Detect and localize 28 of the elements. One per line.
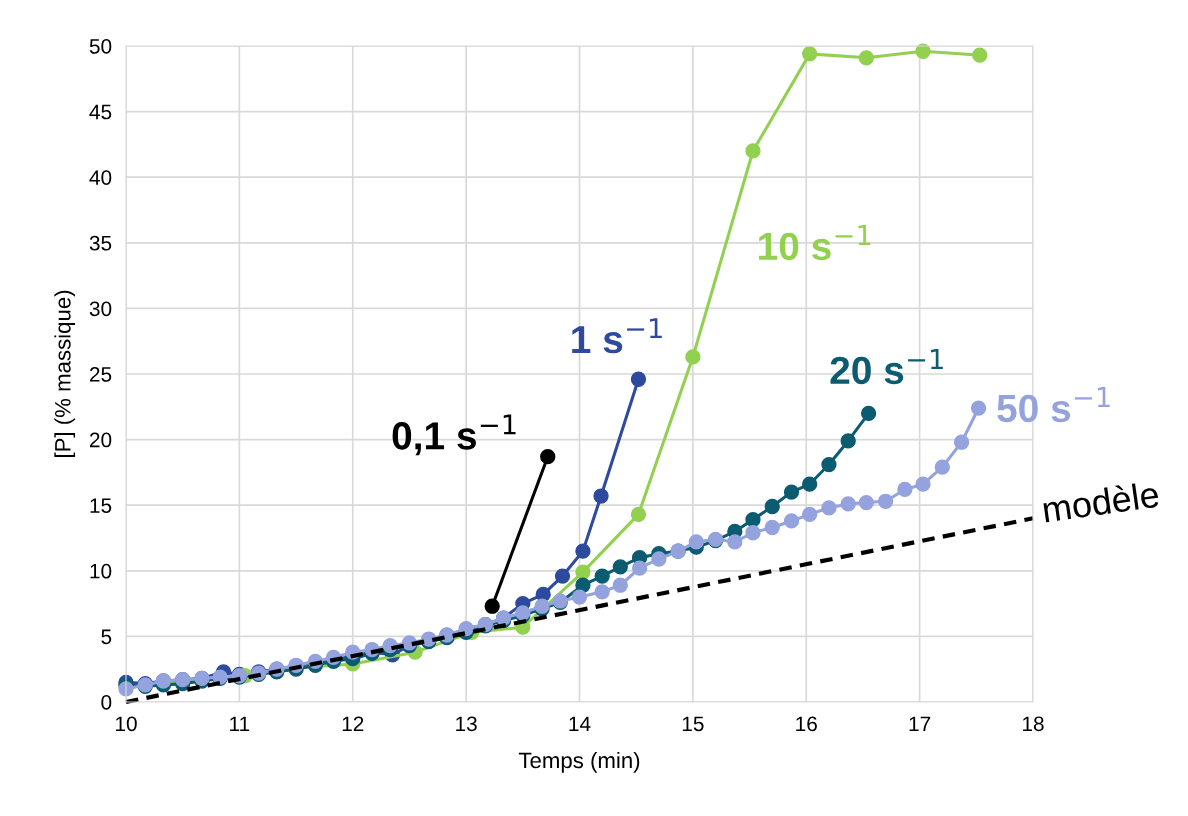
series-label: 20 s$^{−1}$ xyxy=(830,349,943,385)
y-tick-label: 40 xyxy=(89,170,112,185)
x-tick-label: 12 xyxy=(342,716,364,731)
text: modèle xyxy=(1042,480,1160,523)
y-tick-label: 45 xyxy=(89,104,112,120)
y-tick-label: 15 xyxy=(90,498,112,513)
y-tick-label: 10 xyxy=(90,563,112,579)
y-tick-label: 25 xyxy=(89,367,112,382)
x-tick-label: 11 xyxy=(230,716,250,731)
y-axis-title: [P] (% massique) xyxy=(54,290,76,458)
x-tick-label: 13 xyxy=(456,716,477,732)
y-tick-label: 30 xyxy=(89,301,112,317)
x-axis-title: Temps (min) xyxy=(518,751,640,773)
y-tick-label: 0 xyxy=(101,695,112,710)
y-tick-label: 35 xyxy=(89,235,112,251)
y-tick-label: 5 xyxy=(101,629,112,645)
x-tick-label: 14 xyxy=(569,716,591,731)
series-label: 1 s$^{−1}$ xyxy=(572,318,662,354)
x-tick-label: 16 xyxy=(796,716,817,732)
y-tick-label: 50 xyxy=(89,39,112,54)
x-tick-label: 15 xyxy=(682,716,704,732)
x-tick-label: 18 xyxy=(1023,716,1044,732)
y-tick-label: 20 xyxy=(89,432,112,448)
series-label: 0,1 s$^{−1}$ xyxy=(392,414,516,456)
series-label: 10 s$^{−1}$ xyxy=(759,225,871,261)
x-tick-label: 10 xyxy=(116,716,137,732)
x-tick-label: 17 xyxy=(909,716,931,731)
series-label: 50 s$^{−1}$ xyxy=(997,387,1110,423)
